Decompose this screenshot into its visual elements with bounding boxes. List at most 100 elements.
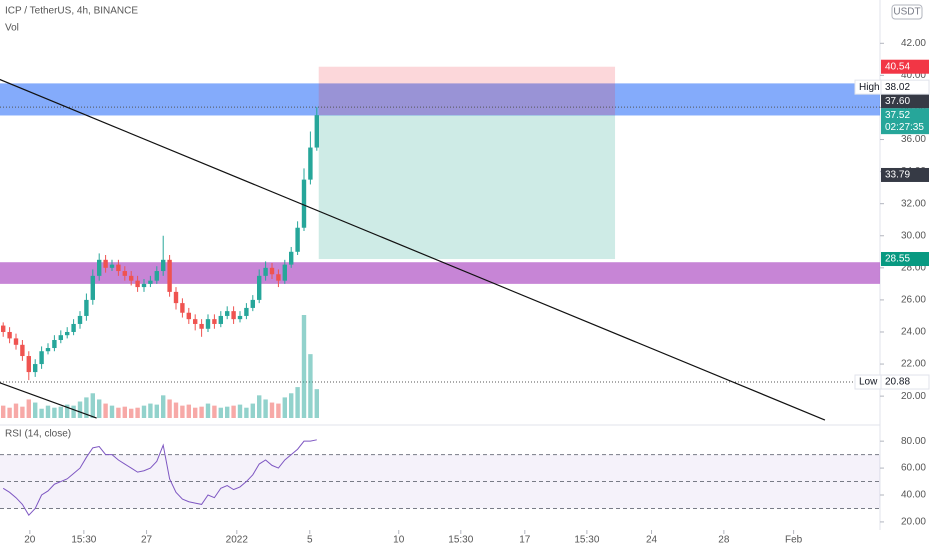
candle-body <box>263 267 268 276</box>
volume-label: Vol <box>5 23 19 34</box>
candle-body <box>20 344 25 357</box>
candle-body <box>225 311 230 316</box>
candle-body <box>193 319 198 324</box>
volume-bar <box>205 403 211 418</box>
volume-bar <box>231 405 236 418</box>
candle-body <box>97 259 102 276</box>
volume-bar <box>7 407 12 418</box>
volume-bar <box>269 402 275 418</box>
price-tag: High <box>859 82 880 93</box>
stop-zone <box>318 66 616 116</box>
candle-body <box>122 271 127 276</box>
volume-bar <box>186 404 191 418</box>
volume-bar <box>167 399 172 418</box>
candle-body <box>276 274 281 281</box>
volume-bar <box>109 405 115 418</box>
volume-bar <box>276 403 281 418</box>
rsi-line <box>2 439 317 517</box>
price-tag-box <box>854 374 882 390</box>
candle-body <box>167 259 172 292</box>
zone <box>0 83 880 116</box>
volume-bar <box>20 406 25 418</box>
candle-body <box>308 147 313 180</box>
rsi-tick-label: 80.00 <box>901 436 926 447</box>
x-tick-label: 2022 <box>226 535 249 546</box>
x-tick-label: Feb <box>785 535 803 546</box>
candle-body <box>45 348 51 352</box>
volume-bar <box>90 393 95 418</box>
volume-bar <box>1 405 6 418</box>
volume-bar <box>52 407 57 418</box>
candle-body <box>129 275 134 281</box>
rsi-band-fill <box>0 454 880 509</box>
candle-body <box>13 338 19 345</box>
price-tag-box <box>854 79 882 95</box>
candle-body <box>244 307 249 316</box>
volume-bar <box>65 404 70 418</box>
currency-box[interactable] <box>891 4 923 20</box>
y-tick-label: 32.00 <box>901 198 926 209</box>
x-tick-label: 17 <box>519 535 531 546</box>
candle-body <box>180 303 185 313</box>
target-zone <box>318 115 616 260</box>
volume-bar <box>218 407 223 418</box>
candle-body <box>90 275 95 300</box>
candle-body <box>103 259 108 268</box>
volume-bar <box>148 403 153 418</box>
candle-body <box>186 312 191 320</box>
currency[interactable]: USDT <box>893 7 920 18</box>
y-tick-label: 20.00 <box>901 391 926 402</box>
volume-bar <box>39 408 44 418</box>
price-badge-label: 37.52 <box>885 110 910 121</box>
price-badge-countdown: 02:27:35 <box>885 122 924 133</box>
volume-bar <box>282 397 287 418</box>
volume-bar <box>250 403 255 418</box>
x-tick-label: 15:30 <box>71 535 96 546</box>
price-badge <box>881 167 929 182</box>
x-tick-label: 15:30 <box>448 535 473 546</box>
y-tick-label: 40.00 <box>901 70 926 81</box>
candle-body <box>33 364 38 373</box>
x-tick-label: 20 <box>24 535 36 546</box>
volume-bar <box>103 403 108 418</box>
candle-body <box>141 283 147 288</box>
rsi-tick-label: 40.00 <box>901 490 926 501</box>
candle-body <box>148 280 153 284</box>
rsi-title: RSI (14, close) <box>5 429 71 440</box>
volume-bar <box>97 399 102 418</box>
candle-body <box>84 299 89 316</box>
volume-bar <box>193 407 198 418</box>
candle-body <box>116 264 121 272</box>
candle-body <box>282 264 287 281</box>
candle-body <box>218 315 223 324</box>
trendline <box>0 382 97 419</box>
price-badge <box>881 108 929 135</box>
rsi-tick-label: 20.00 <box>901 517 926 528</box>
price-badge-label: 38.02 <box>885 82 910 93</box>
x-tick-label: 10 <box>393 535 405 546</box>
zone <box>0 262 880 284</box>
chart-title: ICP / TetherUS, 4h, BINANCE <box>5 6 138 17</box>
candle-body <box>314 115 319 148</box>
volume-bar <box>257 395 262 418</box>
candle-body <box>250 299 255 308</box>
volume-bar <box>173 402 179 418</box>
y-tick-label: 22.00 <box>901 359 926 370</box>
candle-body <box>109 264 115 268</box>
volume-bar <box>212 405 217 418</box>
volume-bar <box>314 389 319 418</box>
candle-body <box>301 179 307 228</box>
volume-bar <box>199 406 204 418</box>
price-tag: Low <box>859 377 878 388</box>
candle-body <box>231 311 236 320</box>
candle-body <box>237 315 243 320</box>
volume-bar <box>161 395 166 418</box>
volume-bar <box>237 404 243 418</box>
plot <box>0 66 880 517</box>
candle-body <box>212 319 217 324</box>
candle-body <box>199 323 204 329</box>
candle-body <box>295 227 300 252</box>
y-tick-label: 24.00 <box>901 327 926 338</box>
volume-bar <box>84 397 89 418</box>
y-tick-label: 30.00 <box>901 230 926 241</box>
